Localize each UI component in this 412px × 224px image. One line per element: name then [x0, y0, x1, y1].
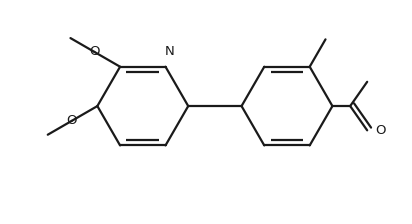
Text: O: O [66, 114, 77, 127]
Text: O: O [375, 124, 386, 137]
Text: O: O [89, 45, 100, 58]
Text: N: N [164, 45, 174, 58]
